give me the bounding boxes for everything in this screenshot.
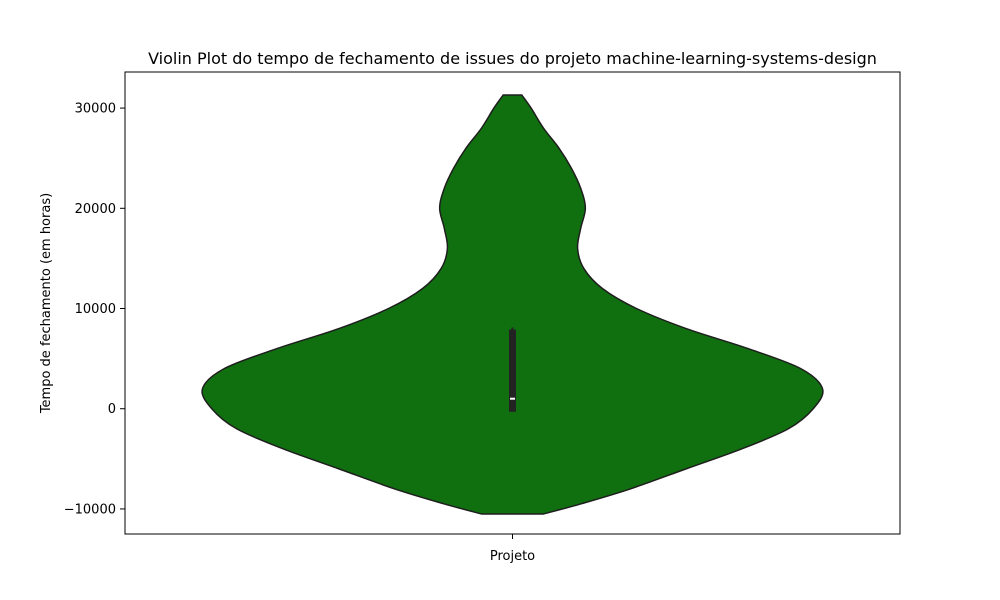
y-tick-label: 10000 bbox=[75, 302, 116, 317]
x-tick-label: Projeto bbox=[490, 549, 535, 564]
x-axis: Projeto bbox=[490, 534, 535, 564]
violin-iqr-box bbox=[509, 329, 516, 412]
y-tick-label: 0 bbox=[108, 402, 116, 417]
violin-body bbox=[201, 94, 824, 515]
y-axis: −10000 0 10000 20000 30000 bbox=[64, 102, 125, 517]
y-axis-label: Tempo de fechamento (em horas) bbox=[39, 193, 54, 414]
plot-area bbox=[201, 94, 824, 515]
y-tick-label: −10000 bbox=[64, 502, 116, 517]
y-tick-label: 30000 bbox=[75, 102, 116, 117]
chart-title: Violin Plot do tempo de fechamento de is… bbox=[148, 49, 877, 68]
y-tick-label: 20000 bbox=[75, 202, 116, 217]
